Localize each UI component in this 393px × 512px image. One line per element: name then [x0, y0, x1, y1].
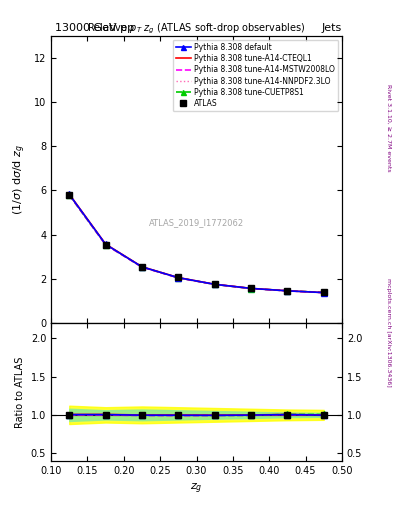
Pythia 8.308 tune-CUETP8S1	[212, 281, 217, 287]
Pythia 8.308 default	[285, 288, 290, 294]
Text: Jets: Jets	[321, 23, 342, 33]
Legend: Pythia 8.308 default, Pythia 8.308 tune-A14-CTEQL1, Pythia 8.308 tune-A14-MSTW20: Pythia 8.308 default, Pythia 8.308 tune-…	[173, 39, 338, 111]
Pythia 8.308 default	[321, 289, 326, 295]
Pythia 8.308 default	[67, 191, 72, 198]
Text: ATLAS_2019_I1772062: ATLAS_2019_I1772062	[149, 218, 244, 227]
Pythia 8.308 tune-A14-MSTW2008LO	[212, 281, 217, 287]
Title: Relative $p_T$ $z_g$ (ATLAS soft-drop observables): Relative $p_T$ $z_g$ (ATLAS soft-drop ob…	[87, 22, 306, 36]
Text: Rivet 3.1.10, ≥ 2.7M events: Rivet 3.1.10, ≥ 2.7M events	[386, 84, 391, 172]
Pythia 8.308 tune-A14-MSTW2008LO	[140, 264, 144, 270]
Pythia 8.308 tune-CUETP8S1	[176, 275, 181, 281]
Pythia 8.308 tune-CUETP8S1	[285, 288, 290, 294]
Pythia 8.308 tune-A14-CTEQL1	[285, 288, 290, 294]
Pythia 8.308 default	[140, 264, 144, 270]
Pythia 8.308 tune-A14-MSTW2008LO	[67, 192, 72, 198]
Y-axis label: $(1/\sigma)$ d$\sigma$/d $z_g$: $(1/\sigma)$ d$\sigma$/d $z_g$	[12, 144, 28, 215]
Line: Pythia 8.308 tune-A14-NNPDF2.3LO: Pythia 8.308 tune-A14-NNPDF2.3LO	[69, 195, 324, 293]
Text: 13000 GeV pp: 13000 GeV pp	[55, 23, 134, 33]
Pythia 8.308 tune-A14-NNPDF2.3LO	[249, 285, 253, 291]
Pythia 8.308 tune-A14-MSTW2008LO	[249, 285, 253, 291]
Pythia 8.308 default	[249, 285, 253, 291]
Line: Pythia 8.308 tune-CUETP8S1: Pythia 8.308 tune-CUETP8S1	[66, 193, 327, 295]
Pythia 8.308 tune-A14-CTEQL1	[212, 281, 217, 287]
Pythia 8.308 tune-CUETP8S1	[249, 286, 253, 292]
Pythia 8.308 tune-A14-MSTW2008LO	[103, 242, 108, 248]
Pythia 8.308 tune-A14-NNPDF2.3LO	[140, 264, 144, 270]
Pythia 8.308 tune-CUETP8S1	[140, 264, 144, 270]
Pythia 8.308 tune-A14-CTEQL1	[249, 285, 253, 291]
Line: Pythia 8.308 default: Pythia 8.308 default	[66, 191, 327, 295]
Pythia 8.308 tune-A14-CTEQL1	[67, 191, 72, 197]
Pythia 8.308 tune-A14-NNPDF2.3LO	[321, 290, 326, 296]
Pythia 8.308 default	[176, 274, 181, 281]
Pythia 8.308 default	[212, 281, 217, 287]
Pythia 8.308 tune-A14-MSTW2008LO	[176, 275, 181, 281]
Pythia 8.308 tune-A14-CTEQL1	[176, 274, 181, 281]
Pythia 8.308 tune-CUETP8S1	[103, 242, 108, 248]
Y-axis label: Ratio to ATLAS: Ratio to ATLAS	[15, 356, 25, 428]
Pythia 8.308 tune-A14-NNPDF2.3LO	[176, 274, 181, 281]
Pythia 8.308 tune-A14-NNPDF2.3LO	[212, 281, 217, 287]
Text: mcplots.cern.ch [arXiv:1306.3436]: mcplots.cern.ch [arXiv:1306.3436]	[386, 279, 391, 387]
Pythia 8.308 tune-A14-NNPDF2.3LO	[285, 288, 290, 294]
Pythia 8.308 tune-CUETP8S1	[67, 192, 72, 198]
Pythia 8.308 tune-CUETP8S1	[321, 289, 326, 295]
Pythia 8.308 tune-A14-NNPDF2.3LO	[67, 191, 72, 198]
Pythia 8.308 tune-A14-MSTW2008LO	[321, 290, 326, 296]
Line: Pythia 8.308 tune-A14-CTEQL1: Pythia 8.308 tune-A14-CTEQL1	[69, 194, 324, 292]
Pythia 8.308 tune-A14-MSTW2008LO	[285, 288, 290, 294]
Pythia 8.308 tune-A14-CTEQL1	[140, 264, 144, 270]
Line: Pythia 8.308 tune-A14-MSTW2008LO: Pythia 8.308 tune-A14-MSTW2008LO	[69, 195, 324, 293]
Pythia 8.308 tune-A14-CTEQL1	[321, 289, 326, 295]
Pythia 8.308 default	[103, 241, 108, 247]
Pythia 8.308 tune-A14-CTEQL1	[103, 241, 108, 247]
X-axis label: $z_g$: $z_g$	[190, 481, 203, 496]
Pythia 8.308 tune-A14-NNPDF2.3LO	[103, 241, 108, 247]
